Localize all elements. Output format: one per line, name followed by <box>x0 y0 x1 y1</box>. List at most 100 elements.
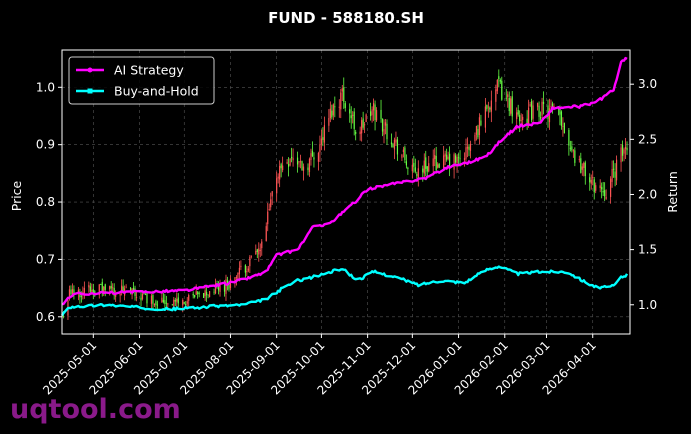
y-tick-label-right: 3.0 <box>638 77 657 91</box>
candle-body <box>480 120 482 126</box>
candle-body <box>359 131 361 135</box>
candle-body <box>611 168 613 182</box>
legend: AI Strategy Buy-and-Hold <box>68 56 215 105</box>
candle-body <box>539 117 542 119</box>
candle-body <box>100 284 102 285</box>
candle-body <box>302 166 305 171</box>
candle-body <box>623 149 625 154</box>
candle-body <box>401 154 403 158</box>
candle-body <box>104 284 106 290</box>
candle-body <box>307 167 309 171</box>
candle-body <box>292 158 294 161</box>
candle-body <box>547 105 549 119</box>
candle-body <box>425 157 427 169</box>
candle-body <box>571 146 573 151</box>
candle-body <box>548 108 551 123</box>
candle-body <box>109 286 111 290</box>
candle-body <box>119 294 121 296</box>
candle-body <box>581 166 583 170</box>
candle-body <box>615 159 618 181</box>
candle-body <box>121 285 123 293</box>
candle-body <box>405 161 407 166</box>
candle-body <box>417 168 419 179</box>
candle-body <box>569 147 571 149</box>
candle-body <box>404 147 406 161</box>
candle-body <box>487 106 489 108</box>
candle-body <box>73 289 75 296</box>
candle-body <box>369 111 372 117</box>
candle-body <box>204 290 206 297</box>
candle-body <box>372 103 375 111</box>
candle-body <box>411 164 413 172</box>
candle-body <box>268 209 270 211</box>
candle-body <box>474 135 476 141</box>
candle-body <box>604 190 606 197</box>
candle-body <box>344 103 346 108</box>
candle-body <box>329 108 331 119</box>
candle-body <box>247 268 249 271</box>
legend-label-ai-strategy: AI Strategy <box>114 63 184 78</box>
candle-body <box>568 129 570 146</box>
candle-body <box>605 196 607 199</box>
candle-body <box>422 168 424 173</box>
candle-body <box>173 299 175 307</box>
candle-body <box>349 109 351 114</box>
candle-body <box>620 147 622 163</box>
candle-body <box>91 290 93 292</box>
candle-body <box>396 139 399 155</box>
candle-body <box>583 163 585 168</box>
candle-body <box>256 249 258 253</box>
candle-body <box>589 177 591 183</box>
y-tick-label-left: 0.8 <box>36 195 55 209</box>
candle-body <box>362 118 364 128</box>
candle-body <box>89 286 91 292</box>
candle-body <box>614 171 616 178</box>
candle-body <box>602 190 604 193</box>
y-tick-label-left: 1.0 <box>36 80 55 94</box>
candle-body <box>176 298 178 302</box>
candle-body <box>113 288 115 296</box>
candle-body <box>590 179 592 184</box>
candle-body <box>444 153 446 157</box>
candle-body <box>465 147 467 159</box>
candle-body <box>402 149 404 152</box>
candle-body <box>528 107 530 125</box>
candle-body <box>207 294 209 296</box>
candle-body <box>174 299 176 302</box>
candle-body <box>553 105 555 109</box>
y-tick-label-left: 0.9 <box>36 138 55 152</box>
candle-body <box>234 277 236 282</box>
y-axis-label-right: Return <box>665 171 680 212</box>
legend-label-buy-and-hold: Buy-and-Hold <box>114 84 199 99</box>
candle-body <box>463 158 466 161</box>
series-line-buy-and-hold <box>61 265 629 317</box>
candle-body <box>381 118 384 132</box>
candle-body <box>140 297 142 301</box>
candle-body <box>290 156 293 159</box>
candle-body <box>197 292 199 294</box>
candle-body <box>338 106 340 108</box>
candle-body <box>490 100 492 112</box>
candle-body <box>374 104 376 121</box>
candle-body <box>71 289 74 296</box>
candle-body <box>177 297 179 304</box>
candle-body <box>165 302 167 304</box>
candle-body <box>438 163 440 168</box>
candle-body <box>134 288 136 296</box>
candle-body <box>466 146 469 149</box>
candle-body <box>323 125 325 143</box>
candle-body <box>457 156 460 158</box>
candle-body <box>271 191 273 197</box>
legend-marker-buy-and-hold <box>87 88 93 94</box>
candle-body <box>520 119 522 121</box>
candle-body <box>311 150 314 157</box>
candle-body <box>228 283 230 290</box>
candle-body <box>267 211 269 225</box>
candle-body <box>432 158 434 167</box>
candle-body <box>562 125 564 127</box>
candle-body <box>538 105 540 117</box>
candle-body <box>428 163 430 172</box>
candle-body <box>551 103 554 109</box>
candle-body <box>592 177 594 179</box>
candle-body <box>255 251 257 255</box>
